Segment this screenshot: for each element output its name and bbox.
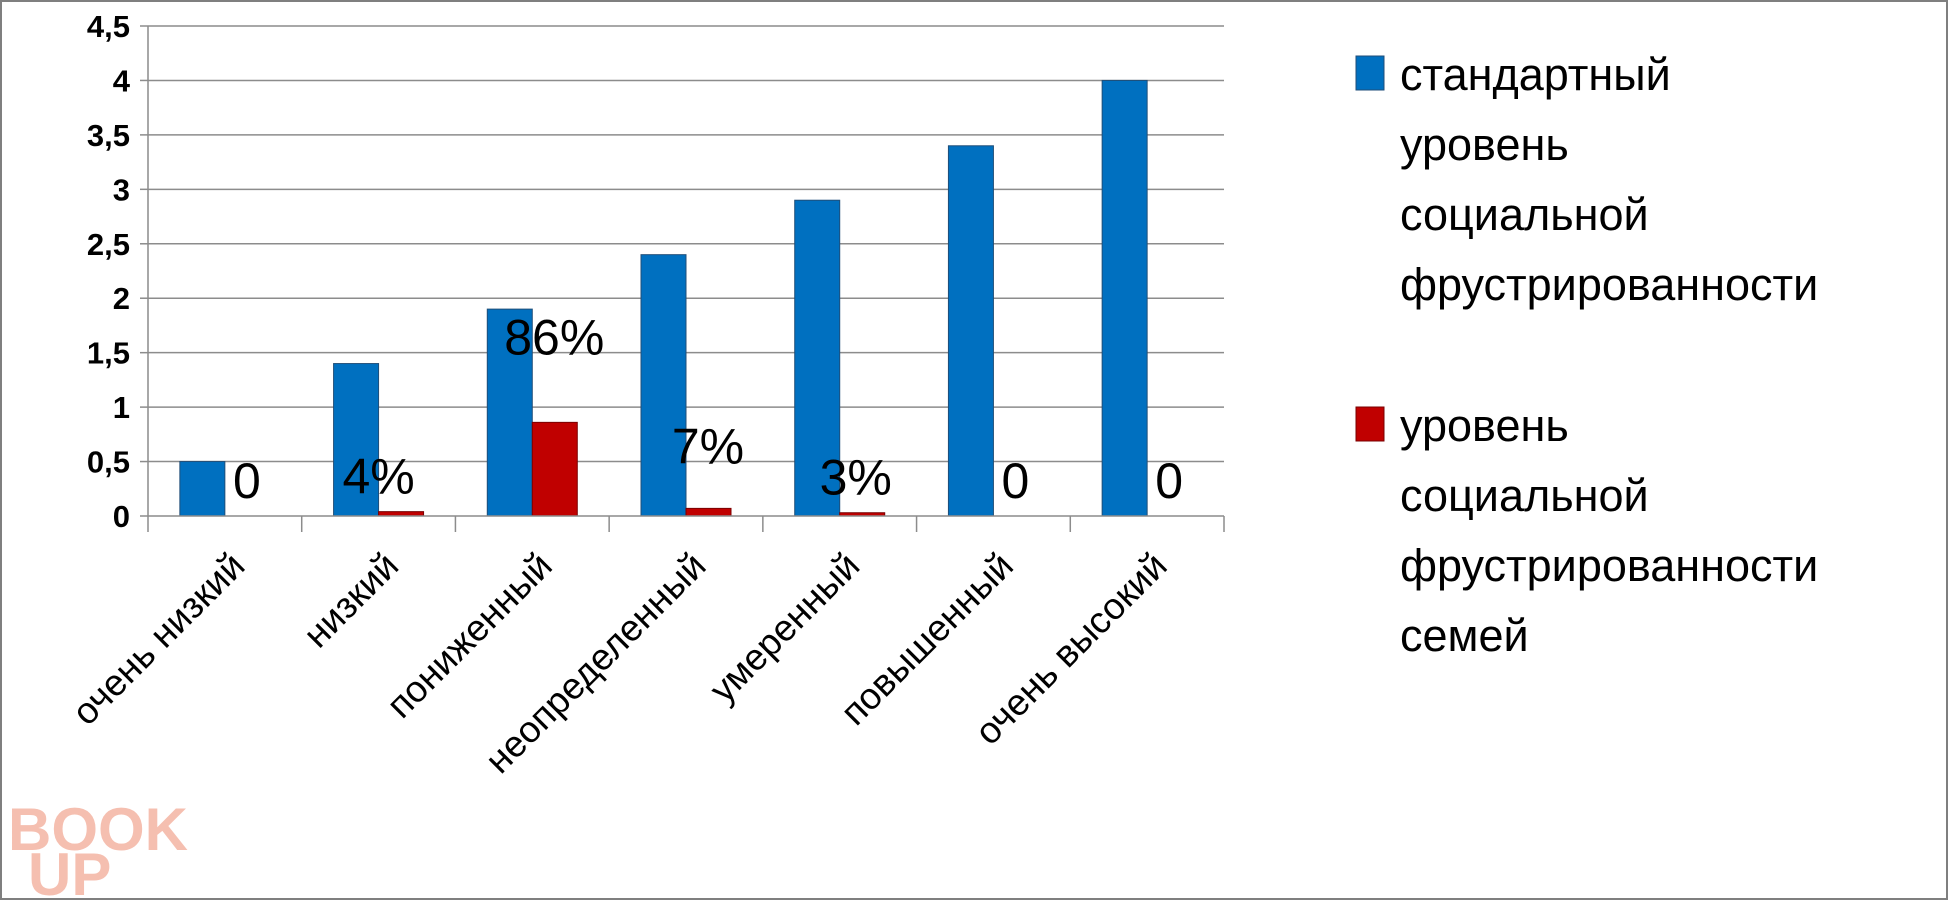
y-tick-label: 4,5: [87, 9, 130, 44]
axes: [147, 26, 1225, 532]
legend-entry-text: фрустрированности: [1400, 259, 1818, 310]
legend-entry-text: фрустрированности: [1400, 540, 1818, 591]
y-tick-label: 2: [113, 281, 130, 316]
legend-entry-text: семей: [1400, 610, 1529, 661]
bar-standard: [640, 254, 687, 517]
y-axis-ticks: 0 0,5 1 1,5 2 2,5 3 3,5 4 4,5: [87, 9, 131, 534]
legend: стандартный уровень социальной фрустрирован…: [1355, 49, 1818, 661]
bar-standard: [333, 363, 380, 517]
x-category-label: умеренный: [702, 545, 868, 711]
data-label: 3%: [820, 450, 892, 506]
x-category-label: очень низкий: [64, 545, 252, 733]
y-tick-label: 0: [113, 499, 130, 534]
bar-standard: [1101, 79, 1148, 517]
bookup-watermark-logo: BOOK UP: [8, 796, 188, 900]
y-tick-label: 1: [113, 390, 130, 425]
y-tick-label: 0,5: [87, 445, 130, 480]
legend-entry-text: уровень: [1400, 119, 1569, 170]
y-tick-label: 1,5: [87, 336, 130, 371]
legend-entry-text: социальной: [1400, 189, 1649, 240]
x-category-label: низкий: [295, 545, 406, 656]
legend-swatch: [1355, 406, 1385, 442]
legend-entry-text: стандартный: [1400, 49, 1671, 100]
data-label: 0: [233, 453, 261, 509]
bar-family: [531, 421, 578, 517]
data-labels: 0 4% 86% 7% 3% 0 0: [233, 309, 1183, 509]
bar-family: [685, 507, 732, 517]
data-label: 0: [1155, 453, 1183, 509]
data-label: 7%: [672, 418, 744, 474]
gridlines: [140, 25, 1224, 517]
watermark-text-up: UP: [28, 841, 111, 900]
bars: [179, 79, 1148, 517]
x-axis-category-labels: очень низкий низкийпониженныйнеопределенн…: [64, 545, 1175, 781]
y-tick-label: 2,5: [87, 227, 130, 262]
data-label: 86%: [504, 309, 604, 365]
legend-entry-text: социальной: [1400, 470, 1649, 521]
watermark-text-book: BOOK: [8, 796, 188, 863]
legend-entry-text: уровень: [1400, 400, 1569, 451]
bar-standard: [794, 199, 841, 517]
y-tick-label: 3: [113, 172, 130, 207]
y-tick-label: 3,5: [87, 118, 130, 153]
bar-standard: [947, 145, 994, 517]
bar-standard: [179, 461, 226, 517]
data-label: 0: [1002, 453, 1030, 509]
y-tick-label: 4: [113, 63, 131, 98]
data-label: 4%: [342, 449, 414, 505]
legend-swatch: [1355, 55, 1385, 91]
